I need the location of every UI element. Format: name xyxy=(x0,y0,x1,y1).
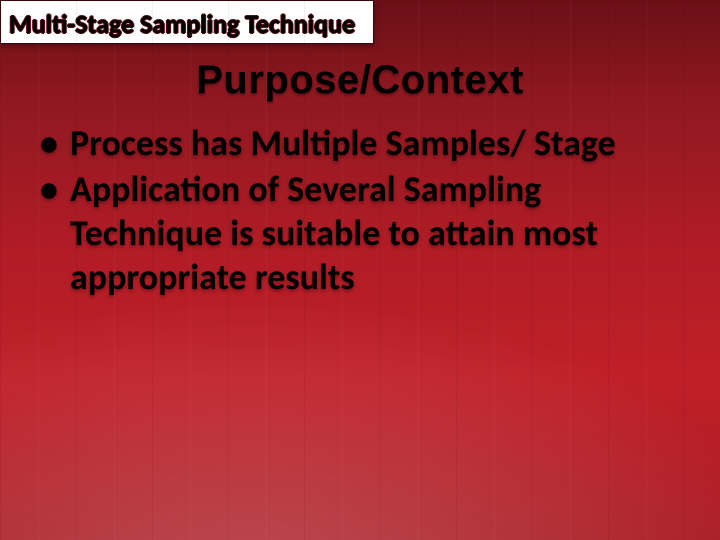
slide-title: Multi-Stage Sampling Technique xyxy=(9,8,355,40)
bullet-list: Process has Multiple Samples/ Stage Appl… xyxy=(40,122,680,302)
slide: Multi-Stage Sampling Technique Purpose/C… xyxy=(0,0,720,540)
slide-subtitle: Purpose/Context xyxy=(0,58,720,103)
bullet-item: Process has Multiple Samples/ Stage xyxy=(40,122,680,166)
bullet-item: Application of Several Sampling Techniqu… xyxy=(40,168,680,300)
title-plate: Multi-Stage Sampling Technique xyxy=(0,0,374,44)
